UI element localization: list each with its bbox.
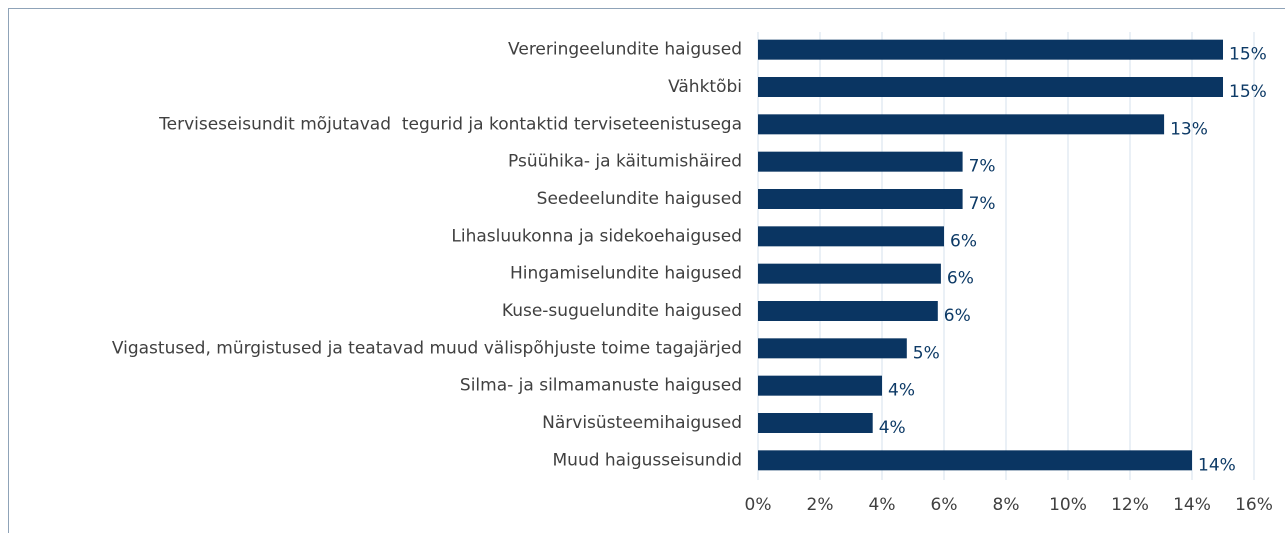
- y-tick-label: Kuse-suguelundite haigused: [502, 301, 742, 321]
- y-tick-label: Hingamiselundite haigused: [510, 264, 742, 284]
- value-label: 7%: [969, 157, 996, 177]
- frame: [8, 8, 1285, 533]
- y-tick-label: Terviseseisundit mõjutavad tegurid ja ko…: [158, 114, 742, 134]
- value-label: 15%: [1229, 45, 1267, 65]
- bar: [758, 263, 941, 284]
- value-label: 4%: [888, 381, 915, 401]
- value-label: 5%: [913, 343, 940, 363]
- bar: [758, 450, 1192, 471]
- value-label: 7%: [969, 194, 996, 214]
- y-tick-label: Vigastused, mürgistused ja teatavad muud…: [112, 338, 742, 358]
- x-tick-label: 14%: [1173, 495, 1211, 515]
- x-tick-label: 12%: [1111, 495, 1149, 515]
- value-label: 6%: [950, 231, 977, 251]
- x-tick-label: 8%: [993, 495, 1020, 515]
- y-tick-label: Vereringeelundite haigused: [508, 40, 742, 60]
- bar: [758, 39, 1223, 60]
- value-label: 6%: [944, 306, 971, 326]
- bar: [758, 189, 963, 209]
- bar: [758, 375, 882, 396]
- bar: [758, 301, 938, 321]
- bar: [758, 413, 873, 433]
- bar: [758, 77, 1223, 97]
- bar: [758, 226, 944, 247]
- bar: [758, 151, 963, 172]
- x-tick-label: 10%: [1049, 495, 1087, 515]
- bar: [758, 114, 1165, 135]
- y-tick-label: Vähktõbi: [668, 77, 742, 97]
- value-label: 14%: [1198, 455, 1236, 475]
- y-tick-label: Närvisüsteemihaigused: [542, 413, 742, 433]
- value-label: 13%: [1170, 119, 1208, 139]
- y-tick-label: Seedeelundite haigused: [537, 189, 742, 209]
- bar: [758, 338, 907, 359]
- y-tick-label: Silma- ja silmamanuste haigused: [460, 376, 742, 396]
- x-tick-label: 6%: [931, 495, 958, 515]
- value-label: 4%: [879, 418, 906, 438]
- y-tick-label: Psüühika- ja käitumishäired: [508, 152, 742, 172]
- x-tick-label: 4%: [869, 495, 896, 515]
- x-tick-label: 16%: [1235, 495, 1273, 515]
- y-tick-label: Lihasluukonna ja sidekoehaigused: [451, 226, 742, 246]
- x-tick-label: 0%: [745, 495, 772, 515]
- value-label: 15%: [1229, 82, 1267, 102]
- value-label: 6%: [947, 269, 974, 289]
- x-tick-label: 2%: [807, 495, 834, 515]
- y-tick-label: Muud haigusseisundid: [553, 450, 743, 470]
